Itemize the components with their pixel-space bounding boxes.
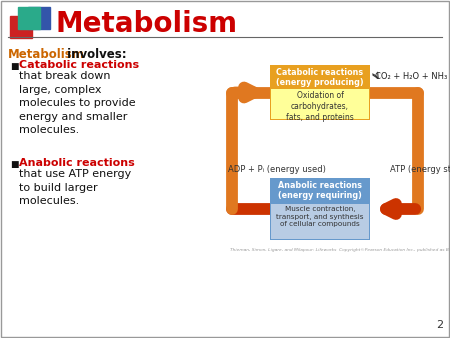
Text: Metabolism: Metabolism xyxy=(8,48,85,61)
Bar xyxy=(270,178,370,240)
Text: Catabolic reactions
(energy producing): Catabolic reactions (energy producing) xyxy=(276,68,364,88)
Text: ■: ■ xyxy=(10,62,18,71)
Bar xyxy=(270,65,370,120)
Bar xyxy=(271,89,369,119)
Text: CO₂ + H₂O + NH₃: CO₂ + H₂O + NH₃ xyxy=(375,72,447,81)
Bar xyxy=(18,7,40,29)
Bar xyxy=(10,16,32,38)
Text: Metabolism: Metabolism xyxy=(55,10,237,38)
Text: involves:: involves: xyxy=(63,48,126,61)
Text: Oxidation of
carbohydrates,
fats, and proteins: Oxidation of carbohydrates, fats, and pr… xyxy=(286,91,354,122)
Text: ATP (energy stored): ATP (energy stored) xyxy=(390,166,450,174)
Text: ■: ■ xyxy=(10,160,18,169)
Text: 2: 2 xyxy=(436,320,443,330)
Text: that break down
large, complex
molecules to provide
energy and smaller
molecules: that break down large, complex molecules… xyxy=(19,71,135,136)
Text: ADP + Pᵢ (energy used): ADP + Pᵢ (energy used) xyxy=(228,166,326,174)
Text: Anabolic reactions: Anabolic reactions xyxy=(19,158,135,168)
Text: Thieman, Simon, Ligare, and Milapour: Lifeworks  Copyright©Pearson Education Inc: Thieman, Simon, Ligare, and Milapour: Li… xyxy=(230,248,450,252)
Bar xyxy=(28,7,50,29)
Text: Anabolic reactions
(energy requiring): Anabolic reactions (energy requiring) xyxy=(278,181,362,200)
Bar xyxy=(271,204,369,239)
Text: Catabolic reactions: Catabolic reactions xyxy=(19,60,139,70)
Text: that use ATP energy
to build larger
molecules.: that use ATP energy to build larger mole… xyxy=(19,169,131,206)
Text: Muscle contraction,
transport, and synthesis
of cellular compounds: Muscle contraction, transport, and synth… xyxy=(276,206,364,227)
